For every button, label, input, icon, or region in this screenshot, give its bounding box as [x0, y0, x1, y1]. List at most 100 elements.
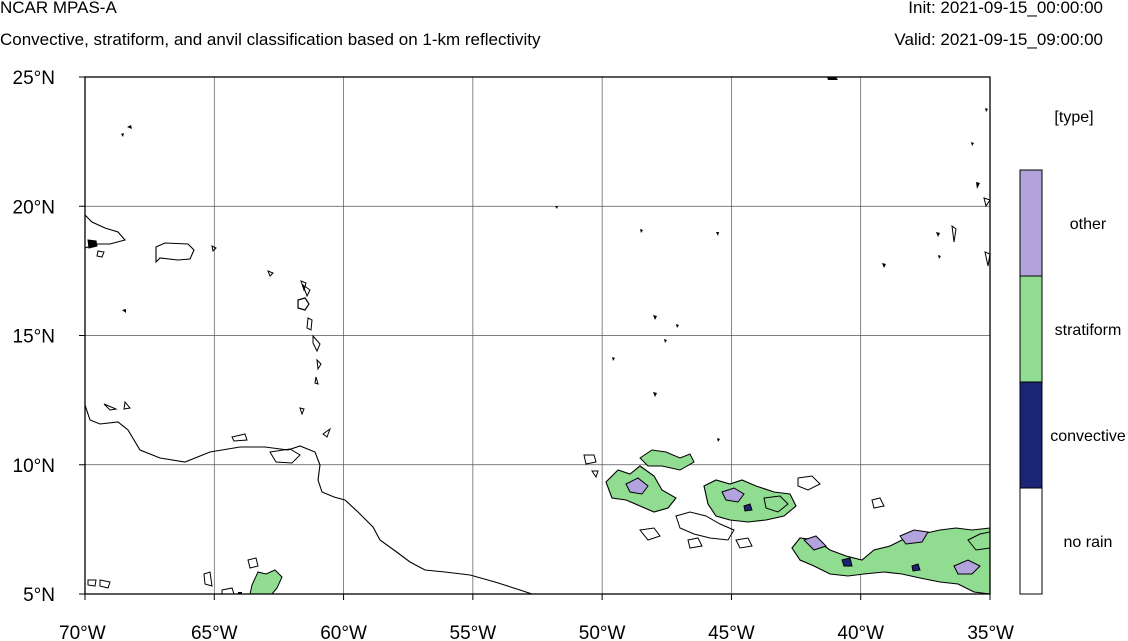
island [211, 245, 217, 253]
stratiform-area [249, 569, 283, 594]
island [127, 125, 132, 129]
convective-cell [743, 503, 753, 512]
axis-ticks: 70°W 65°W 60°W 55°W 50°W 45°W 40°W 35°W 5°N 10°N 1… [13, 68, 1015, 641]
precip-contour [221, 587, 235, 594]
x-tick-label: 55°W [450, 623, 497, 641]
island [984, 251, 990, 267]
island-tobago [322, 427, 332, 438]
legend-label: stratiform [1055, 322, 1122, 339]
island [983, 197, 990, 208]
x-tick-label: 70°W [59, 623, 106, 641]
precip-contour [612, 357, 615, 361]
other-area [803, 535, 827, 551]
precip-contour [735, 537, 753, 549]
convective-cell [841, 557, 853, 567]
island-martinique [312, 334, 321, 353]
precip-contour [583, 454, 597, 465]
other-area [721, 487, 745, 503]
stratiform-area [791, 527, 990, 594]
y-tick-label: 25°N [13, 68, 55, 89]
island-puerto-rico [155, 242, 195, 264]
precip-contour [555, 206, 558, 209]
legend-swatch [1019, 169, 1043, 277]
map-subtitle: Convective, stratiform, and anvil classi… [0, 30, 541, 49]
legend-title: [type] [1054, 109, 1093, 126]
island-st-lucia [316, 358, 322, 371]
map-title: NCAR MPAS-A [0, 0, 117, 17]
precip-contour [653, 392, 657, 397]
convective-cell [911, 563, 921, 572]
y-tick-label: 5°N [23, 585, 55, 606]
island [231, 433, 248, 442]
island [103, 403, 118, 411]
precip-contour [882, 263, 886, 268]
island [301, 283, 311, 298]
island [121, 133, 124, 137]
legend-label: other [1070, 216, 1107, 233]
island [87, 579, 97, 587]
precip-contour [717, 438, 720, 442]
precip-contour [203, 571, 213, 587]
precip-contour [797, 475, 821, 491]
precip-scattered-cells [555, 206, 941, 479]
precip-contour [938, 255, 941, 259]
precip-contour [936, 232, 940, 237]
island [976, 182, 980, 189]
precip-contour [640, 229, 643, 233]
x-tick-label: 50°W [579, 623, 626, 641]
precip-band-itcz [605, 449, 990, 594]
other-area [953, 559, 981, 575]
island [267, 270, 274, 277]
island [971, 142, 974, 146]
x-tick-label: 45°W [708, 623, 755, 641]
island [99, 579, 111, 589]
island [123, 400, 131, 410]
island-dominica [306, 317, 313, 331]
x-tick-label: 65°W [191, 623, 238, 641]
precip-contour [247, 557, 259, 569]
precip-cluster-venezuela [203, 557, 283, 594]
init-time: Init: 2021-09-15_00:00:00 [908, 0, 1103, 17]
island-hispaniola [85, 214, 126, 249]
precip-contour [676, 324, 679, 328]
legend-swatch [1019, 381, 1043, 489]
precip-contour [664, 339, 667, 343]
precip-contour [687, 537, 703, 549]
island [951, 224, 957, 243]
other-area [625, 477, 649, 495]
precip-contour [716, 232, 719, 236]
coastline-south-america [85, 404, 533, 594]
island [827, 77, 838, 80]
legend-label: convective [1050, 428, 1126, 445]
legend-swatch [1019, 487, 1043, 595]
island-guadeloupe [297, 297, 310, 311]
precip-contour [967, 531, 990, 551]
precip-contour [675, 511, 735, 541]
stratiform-area [763, 495, 789, 513]
x-tick-label: 35°W [967, 623, 1014, 641]
gridlines [84, 76, 991, 595]
other-area [899, 529, 929, 545]
island [96, 250, 105, 258]
legend-label: no rain [1064, 534, 1113, 551]
precip-contour [871, 497, 885, 509]
stratiform-area [639, 449, 695, 471]
precip-contour [639, 527, 661, 541]
y-tick-label: 10°N [13, 456, 55, 477]
x-tick-label: 40°W [837, 623, 884, 641]
y-tick-label: 20°N [13, 197, 55, 218]
island-trinidad [269, 448, 301, 464]
island [314, 376, 319, 385]
island [122, 309, 126, 313]
x-tick-label: 60°W [320, 623, 367, 641]
island [985, 108, 988, 112]
legend: [type] other stratiform convective no rain [1019, 109, 1126, 595]
legend-swatch [1019, 275, 1043, 383]
valid-time: Valid: 2021-09-15_09:00:00 [894, 30, 1103, 49]
island [87, 239, 98, 249]
map-features [85, 77, 990, 594]
island-grenada [299, 407, 305, 416]
y-tick-label: 15°N [13, 327, 55, 348]
precip-contour [591, 470, 599, 479]
